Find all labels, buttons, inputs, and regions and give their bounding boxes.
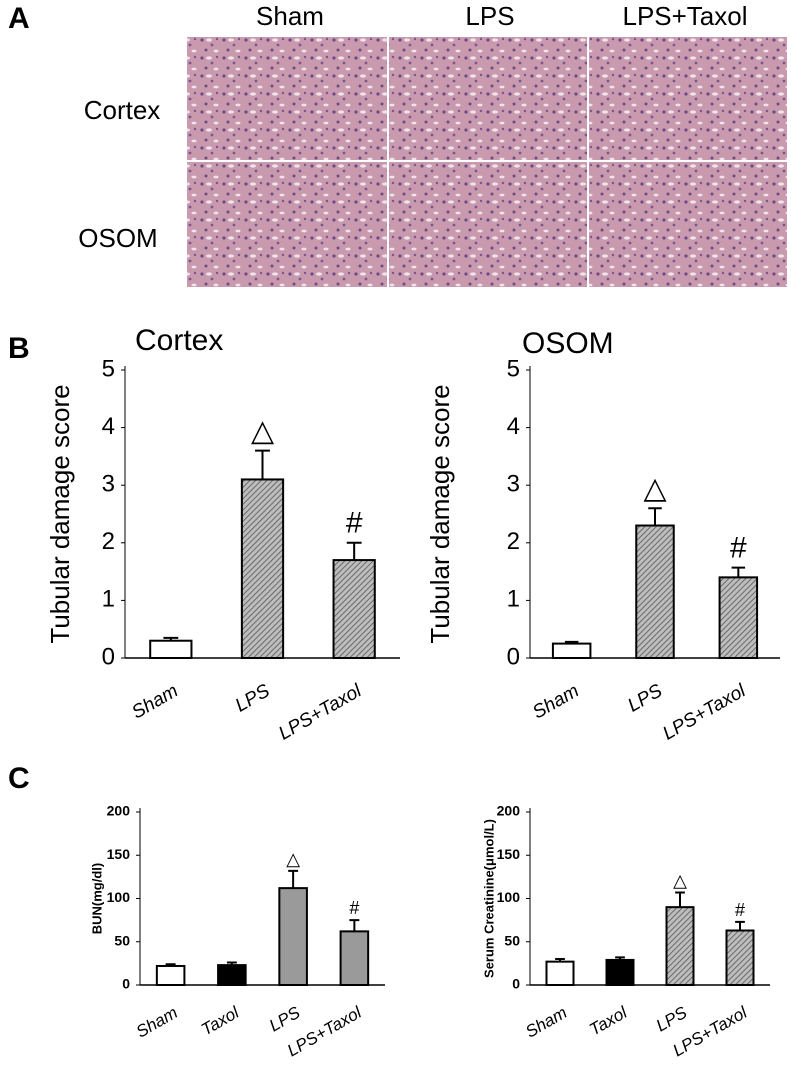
micrographs bbox=[187, 37, 787, 287]
y-axis-label: Tubular damage score bbox=[45, 384, 75, 643]
x-tick-label: LPS+Taxol bbox=[275, 680, 366, 744]
micrograph bbox=[389, 162, 587, 287]
x-tick-label: LPS+Taxol bbox=[659, 680, 750, 744]
y-tick-label: 2 bbox=[102, 528, 115, 555]
significance-label: # bbox=[349, 898, 359, 918]
significance-label: △ bbox=[251, 415, 274, 448]
x-tick-label: Taxol bbox=[586, 1002, 631, 1039]
y-tick-label: 150 bbox=[497, 846, 521, 862]
panel-label: C bbox=[8, 762, 30, 795]
error-bar bbox=[615, 956, 625, 960]
y-tick-label: 1 bbox=[102, 586, 115, 613]
error-bar bbox=[564, 640, 579, 644]
error-bar bbox=[349, 919, 360, 932]
y-tick-label: 2 bbox=[507, 528, 520, 555]
y-tick-label: 4 bbox=[102, 413, 115, 440]
error-bar bbox=[165, 963, 176, 966]
panel-label: B bbox=[8, 332, 30, 365]
error-bar bbox=[735, 920, 745, 931]
bar bbox=[718, 576, 759, 659]
bar bbox=[278, 887, 308, 986]
column-label: LPS+Taxol bbox=[622, 1, 747, 31]
column-label: Sham bbox=[256, 1, 324, 31]
significance-label: △ bbox=[643, 472, 666, 505]
y-tick-label: 0 bbox=[122, 976, 130, 992]
micrograph bbox=[389, 37, 587, 160]
y-tick-label: 1 bbox=[507, 586, 520, 613]
bar bbox=[725, 929, 755, 987]
x-tick-label: Taxol bbox=[198, 1002, 243, 1039]
y-tick-label: 0 bbox=[512, 976, 520, 992]
y-tick-label: 50 bbox=[114, 932, 130, 948]
y-tick-label: 200 bbox=[107, 803, 131, 819]
error-bar bbox=[255, 449, 270, 480]
bar bbox=[155, 964, 186, 986]
bar bbox=[339, 930, 370, 986]
error-bar bbox=[226, 961, 237, 966]
row-label: OSOM bbox=[78, 223, 157, 253]
significance-label: # bbox=[730, 531, 747, 564]
y-tick-label: 100 bbox=[497, 889, 521, 905]
bar bbox=[605, 958, 635, 986]
error-bar bbox=[346, 541, 362, 561]
bar bbox=[332, 559, 376, 660]
y-tick-label: 0 bbox=[507, 643, 520, 670]
y-tick-label: 150 bbox=[107, 846, 131, 862]
significance-label: # bbox=[346, 507, 363, 540]
panel-label: A bbox=[8, 2, 30, 35]
y-axis-label: Serum Creatinine(μmol/L) bbox=[481, 819, 496, 978]
x-tick-label: Sham bbox=[133, 1003, 181, 1042]
x-tick-label: Sham bbox=[128, 680, 181, 723]
y-axis-label: Tubular damage score bbox=[425, 384, 455, 643]
column-label: LPS bbox=[465, 1, 514, 31]
x-tick-label: LPS bbox=[653, 1003, 691, 1036]
y-tick-label: 0 bbox=[102, 643, 115, 670]
x-tick-label: LPS bbox=[266, 1003, 304, 1036]
significance-label: △ bbox=[673, 870, 687, 890]
error-bar bbox=[163, 636, 179, 641]
y-tick-label: 5 bbox=[507, 355, 520, 382]
x-tick-label: LPS bbox=[624, 680, 666, 716]
x-tick-label: Sham bbox=[529, 680, 582, 723]
error-bar bbox=[555, 958, 565, 962]
error-bar bbox=[731, 566, 746, 578]
y-tick-label: 4 bbox=[507, 413, 520, 440]
bar bbox=[665, 906, 695, 987]
y-axis-label: BUN(mg/dl) bbox=[89, 863, 104, 935]
bar bbox=[551, 642, 592, 659]
micrograph bbox=[187, 162, 387, 287]
error-bar bbox=[648, 507, 662, 526]
error-bar bbox=[675, 891, 685, 908]
y-tick-label: 100 bbox=[107, 889, 131, 905]
x-tick-label: Sham bbox=[522, 1003, 570, 1042]
bar bbox=[635, 524, 675, 660]
y-tick-label: 3 bbox=[507, 471, 520, 498]
micrograph bbox=[187, 37, 387, 160]
bar bbox=[217, 964, 247, 986]
significance-label: # bbox=[735, 900, 745, 920]
bar bbox=[240, 478, 285, 659]
y-tick-label: 50 bbox=[504, 932, 520, 948]
bar bbox=[149, 639, 193, 659]
y-tick-label: 200 bbox=[497, 803, 521, 819]
chart-title: OSOM bbox=[522, 327, 614, 360]
micrograph bbox=[589, 162, 787, 287]
significance-label: △ bbox=[286, 849, 300, 869]
y-tick-label: 5 bbox=[102, 355, 115, 382]
bar bbox=[545, 960, 575, 987]
x-tick-label: LPS bbox=[232, 680, 274, 716]
row-label: Cortex bbox=[84, 95, 161, 125]
error-bar bbox=[288, 869, 299, 889]
micrograph bbox=[589, 37, 787, 160]
chart-title: Cortex bbox=[135, 324, 223, 357]
y-tick-label: 3 bbox=[102, 471, 115, 498]
